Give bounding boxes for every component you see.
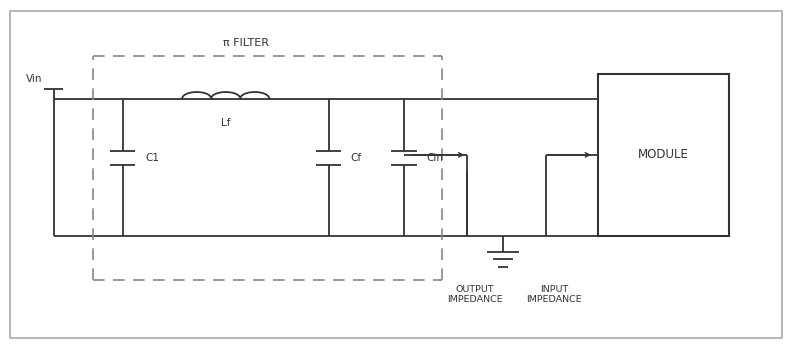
- Text: Cin: Cin: [426, 153, 443, 163]
- Text: π FILTER: π FILTER: [223, 38, 269, 48]
- Bar: [598, 74, 729, 236]
- Text: Lf: Lf: [221, 118, 230, 128]
- Text: OUTPUT
IMPEDANCE: OUTPUT IMPEDANCE: [447, 285, 503, 304]
- Text: Vin: Vin: [26, 74, 43, 84]
- Text: INPUT
IMPEDANCE: INPUT IMPEDANCE: [527, 285, 582, 304]
- Text: C1: C1: [145, 153, 159, 163]
- Text: MODULE: MODULE: [638, 149, 689, 161]
- Text: Cf: Cf: [351, 153, 362, 163]
